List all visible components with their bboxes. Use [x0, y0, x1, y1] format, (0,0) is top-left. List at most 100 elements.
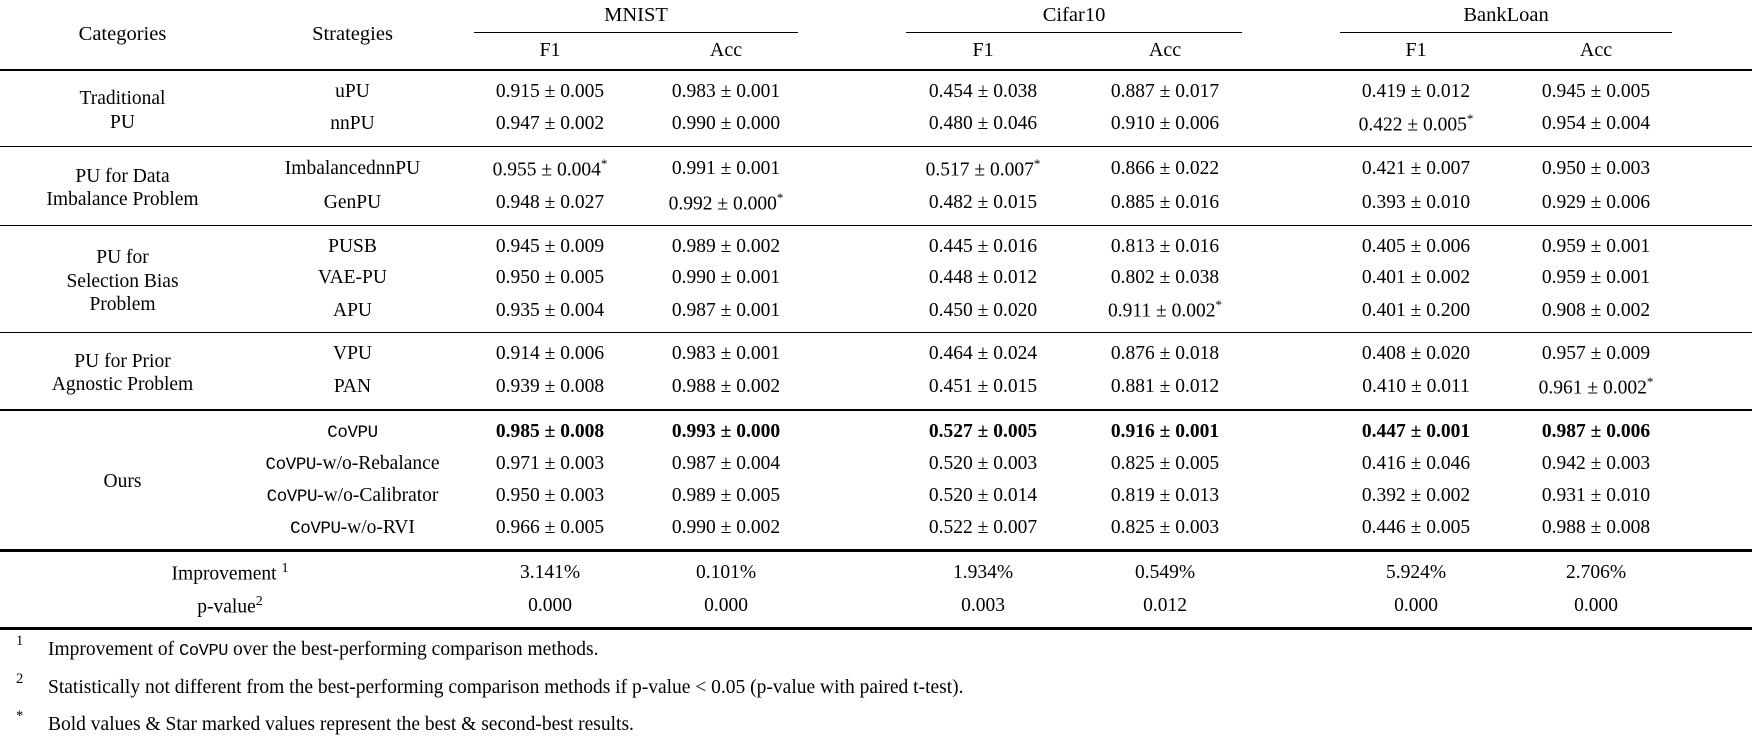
table-row: PU for Selection Bias Problem PUSB 0.945 ±…: [0, 224, 1752, 333]
value-cell: 0.802 ± 0.038: [1110, 267, 1220, 289]
value-cell: 0.987 ± 0.004: [671, 452, 781, 474]
value-cell: 0.527 ± 0.005: [892, 408, 1075, 448]
column-gap: [1686, 548, 1752, 590]
value-cell: 0.988 ± 0.002: [671, 375, 781, 397]
second-best-star: *: [1466, 110, 1474, 126]
value-cell: 0.945 ± 0.005: [1506, 69, 1687, 107]
footnote-mono-term: CoVPU: [179, 642, 229, 662]
table-row: VAE-PU 0.950 ± 0.005 0.990 ± 0.001 0.448 ± …: [0, 262, 1752, 293]
value-cell: 0.446 ± 0.005: [1361, 516, 1471, 538]
strategy-cell: CoVPU-w/o-RVI: [290, 516, 415, 539]
value-cell: 0.450 ± 0.020: [928, 299, 1038, 321]
value-cell: 0.825 ± 0.005: [1110, 452, 1220, 474]
column-gap: [1256, 224, 1327, 263]
strategy-cell: APU: [332, 299, 372, 321]
table-row: PAN 0.939 ± 0.008 0.988 ± 0.002 0.451 ± 0.0…: [0, 370, 1752, 410]
value-cell: 0.887 ± 0.017: [1074, 69, 1257, 107]
value-cell: 0.961 ± 0.002*: [1538, 373, 1654, 399]
column-gap: [1686, 512, 1752, 551]
table-row: CoVPU-w/o-Calibrator 0.950 ± 0.003 0.989 ±…: [0, 480, 1752, 512]
value-cell: 0.464 ± 0.024: [892, 332, 1075, 370]
value-cell: 0.405 ± 0.006: [1326, 224, 1507, 263]
value-cell: 0.990 ± 0.001: [671, 267, 781, 289]
column-gap: [1256, 0, 1327, 71]
value-cell: 0.971 ± 0.003: [495, 452, 605, 474]
column-gap: [812, 332, 893, 370]
second-best-star: *: [600, 155, 608, 171]
strategy-cell: PUSB: [245, 224, 460, 263]
value-cell: 0.445 ± 0.016: [892, 224, 1075, 263]
category-cell: Traditional PU: [0, 69, 245, 147]
value-cell: 0.401 ± 0.002: [1361, 267, 1471, 289]
table-row: GenPU 0.948 ± 0.027 0.992 ± 0.000* 0.482 ± …: [0, 186, 1752, 225]
table-row: PU for Prior Agnostic Problem VPU 0.914 ± …: [0, 332, 1752, 410]
header-row-datasets: Categories Strategies MNIST Cifar10 Bank…: [0, 0, 1752, 71]
value-cell: 0.447 ± 0.001: [1326, 408, 1507, 448]
metric-header-cifar10-f1: F1: [892, 32, 1075, 71]
table-row: PU for Data Imbalance Problem Imbalancedn…: [0, 145, 1752, 226]
column-gap: [1686, 107, 1752, 146]
dataset-name: BankLoan: [1340, 2, 1673, 33]
table-row: nnPU 0.947 ± 0.002 0.990 ± 0.000 0.480 ± 0.…: [0, 107, 1752, 146]
header-row-metrics: F1 Acc F1 Acc F1 Acc: [0, 32, 1752, 71]
strategy-mono-label: CoVPU: [265, 454, 317, 475]
value-cell: 0.987 ± 0.001: [671, 299, 781, 321]
column-gap: [1686, 186, 1752, 225]
value-cell: 0.448 ± 0.012: [928, 267, 1038, 289]
value-cell: 0.520 ± 0.014: [928, 484, 1038, 506]
column-gap: [812, 145, 893, 186]
table-row: CoVPU-w/o-Rebalance 0.971 ± 0.003 0.987 ± …: [0, 448, 1752, 480]
footnote-marker: 1: [16, 633, 24, 650]
value-cell: 0.988 ± 0.008: [1541, 516, 1651, 538]
strategy-cell: GenPU: [323, 192, 382, 214]
value-cell: 0.419 ± 0.012: [1326, 69, 1507, 107]
strategy-mono-label: CoVPU: [327, 422, 378, 443]
footnote-marker: *: [16, 708, 24, 725]
table-row: Ours CoVPU 0.985 ± 0.008 0.993 ± 0.000 0.527…: [0, 408, 1752, 551]
summary-footnote-ref: 1: [281, 560, 289, 576]
column-gap: [812, 448, 892, 480]
column-gap: [1256, 107, 1326, 146]
column-gap: [1256, 448, 1326, 480]
summary-value: 0.000: [1326, 589, 1507, 631]
footnote-text: Bold values & Star marked values represe…: [48, 714, 634, 736]
column-gap: [1256, 548, 1327, 590]
value-cell: 0.401 ± 0.200: [1361, 299, 1471, 321]
summary-value: 0.003: [892, 589, 1075, 631]
value-cell: 0.993 ± 0.000: [640, 408, 813, 448]
value-cell: 0.482 ± 0.015: [928, 192, 1038, 214]
footnote: 2 Statistically not different from the be…: [0, 671, 1752, 700]
value-cell: 0.987 ± 0.006: [1506, 408, 1687, 448]
column-gap: [1686, 370, 1752, 410]
value-cell: 0.520 ± 0.003: [928, 452, 1038, 474]
value-cell: 0.992 ± 0.000*: [668, 189, 784, 215]
value-cell: 0.966 ± 0.005: [495, 516, 605, 538]
footnote-text: Statistically not different from the bes…: [48, 676, 964, 698]
table-body: Traditional PU uPU 0.915 ± 0.005 0.983 ± 0.…: [0, 69, 1752, 631]
value-cell: 0.522 ± 0.007: [928, 516, 1038, 538]
column-gap: [812, 224, 893, 263]
metric-header-mnist-acc: Acc: [640, 32, 813, 71]
column-gap: [812, 480, 892, 512]
column-gap: [1256, 145, 1327, 186]
value-cell: 0.990 ± 0.000: [671, 113, 781, 135]
value-cell: 0.947 ± 0.002: [495, 113, 605, 135]
right-margin: [1686, 0, 1752, 71]
value-cell: 0.480 ± 0.046: [928, 113, 1038, 135]
table-row: APU 0.935 ± 0.004 0.987 ± 0.001 0.450 ± 0.0…: [0, 293, 1752, 332]
value-cell: 0.983 ± 0.001: [640, 69, 813, 107]
second-best-star: *: [1646, 373, 1654, 389]
value-cell: 0.950 ± 0.003: [1506, 145, 1687, 186]
value-cell: 0.876 ± 0.018: [1074, 332, 1257, 370]
second-best-star: *: [1033, 155, 1041, 171]
column-gap: [1686, 224, 1752, 263]
column-gap: [812, 0, 893, 71]
value-cell: 0.914 ± 0.006: [460, 332, 640, 370]
category-cell: PU for Prior Agnostic Problem: [0, 332, 245, 410]
value-cell: 0.983 ± 0.001: [640, 332, 813, 370]
column-gap: [1686, 480, 1752, 512]
value-cell: 0.885 ± 0.016: [1110, 192, 1220, 214]
header-categories: Categories: [0, 0, 245, 71]
value-cell: 0.989 ± 0.005: [671, 484, 781, 506]
second-best-star: *: [776, 189, 784, 205]
